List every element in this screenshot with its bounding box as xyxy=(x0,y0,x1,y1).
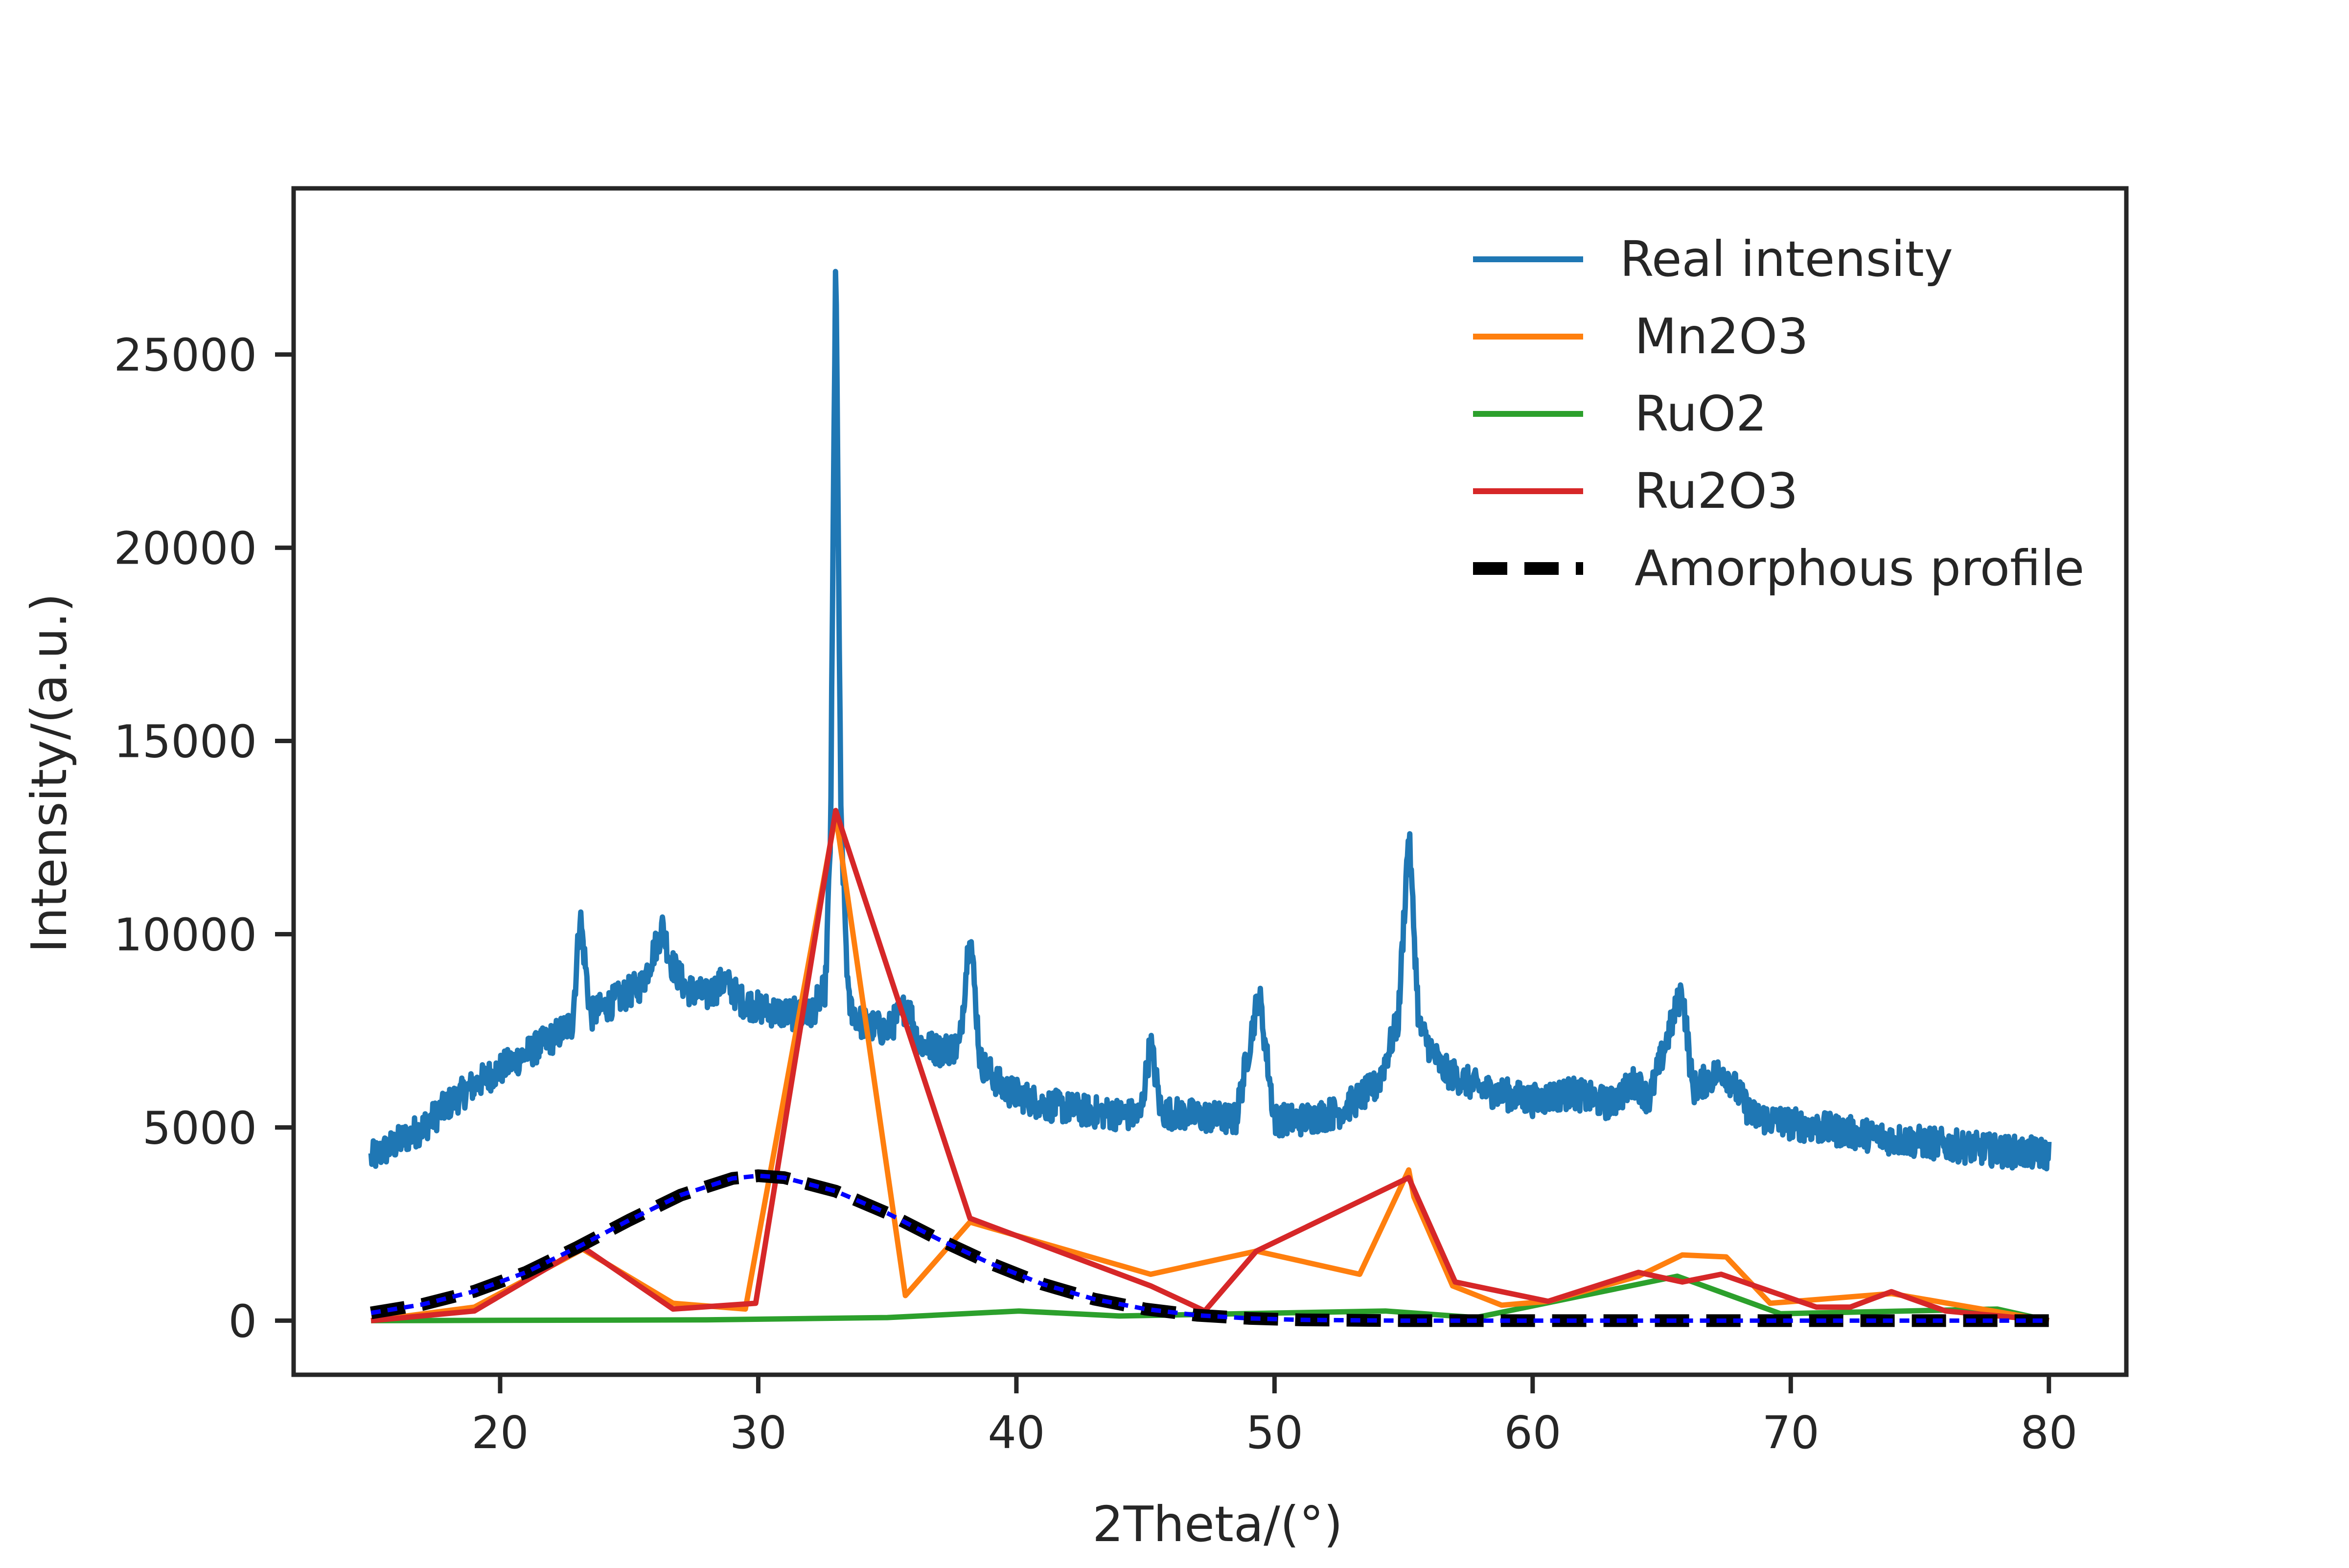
x-tick-label: 40 xyxy=(988,1407,1045,1459)
series-line-amorphous-profile-overlay xyxy=(370,1173,2049,1323)
legend-label-ru2o3: Ru2O3 xyxy=(1635,462,1798,520)
y-tick-label: 15000 xyxy=(114,716,257,768)
series-line-mn2o3 xyxy=(370,812,2050,1323)
series-line-real-intensity xyxy=(368,269,2052,1172)
legend-label-ruo2: RuO2 xyxy=(1635,385,1767,442)
x-axis-title: 2Theta/(°) xyxy=(1092,1496,1343,1553)
y-tick-label: 20000 xyxy=(114,523,257,575)
y-tick-label: 25000 xyxy=(114,329,257,382)
y-tick-label: 10000 xyxy=(114,909,257,961)
x-tick-label: 80 xyxy=(2020,1407,2077,1459)
y-tick-label: 5000 xyxy=(142,1102,257,1154)
series-line-ru2o3 xyxy=(370,808,2050,1323)
x-tick-label: 20 xyxy=(471,1407,529,1459)
plot-series-group xyxy=(368,269,2052,1327)
plot-frame xyxy=(291,186,2129,1377)
legend-label-amorphous-profile: Amorphous profile xyxy=(1635,540,2084,597)
legend: Real intensity Mn2O3 RuO2 Ru2O3 Amorphous pr… xyxy=(1473,230,2084,597)
y-tick-label: 0 xyxy=(228,1295,257,1347)
y-axis-title: Intensity/(a.u.) xyxy=(21,593,78,953)
x-tick-label: 50 xyxy=(1246,1407,1303,1459)
x-tick-label: 70 xyxy=(1762,1407,1819,1459)
x-tick-label: 60 xyxy=(1504,1407,1561,1459)
x-tick-label: 30 xyxy=(730,1407,787,1459)
series-line-ruo2 xyxy=(371,1273,2050,1323)
legend-label-mn2o3: Mn2O3 xyxy=(1635,308,1809,365)
legend-label-real-intensity: Real intensity xyxy=(1620,230,1953,288)
